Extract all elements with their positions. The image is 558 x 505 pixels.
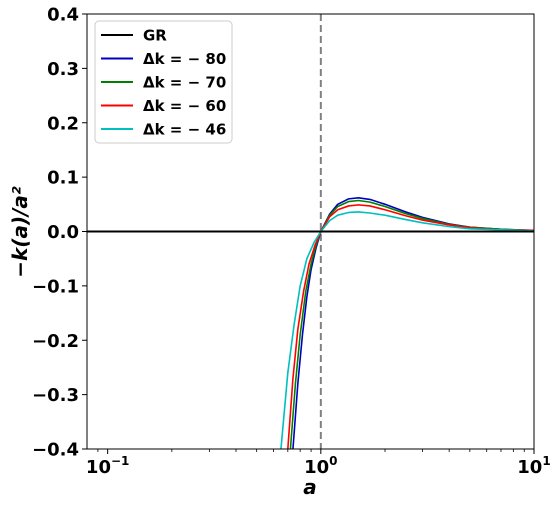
x-axis-label: a xyxy=(303,475,317,499)
y-tick-label: −0.1 xyxy=(32,276,79,297)
legend-box xyxy=(94,20,233,144)
series-layer xyxy=(87,196,534,449)
y-tick-label: −0.2 xyxy=(32,331,79,352)
y-tick-label: −0.4 xyxy=(32,440,79,461)
y-tick-label: 0.1 xyxy=(47,168,79,189)
ticks-layer: 0.40.30.20.10.0−0.1−0.2−0.3−0.410−1 100 10… xyxy=(32,5,551,479)
x-tick-label: 101 xyxy=(517,454,550,478)
legend-label-0: GR xyxy=(143,27,167,45)
y-tick-label: 0.3 xyxy=(47,59,79,80)
y-tick-label: 0.4 xyxy=(47,5,79,26)
legend-label-2: Δk = − 70 xyxy=(143,74,226,92)
x-tick-label: 10−1 xyxy=(86,454,129,478)
legend: GR Δk = − 80 Δk = − 70 Δk = − 60 Δk = − 46 xyxy=(94,20,233,144)
y-tick-label: 0.0 xyxy=(47,222,79,243)
y-tick-label: −0.3 xyxy=(32,385,79,406)
series-line-4 xyxy=(280,211,534,449)
y-axis-label: −k(a)/a² xyxy=(8,186,32,278)
legend-label-1: Δk = − 80 xyxy=(143,50,226,68)
y-tick-label: 0.2 xyxy=(47,113,79,134)
legend-label-3: Δk = − 60 xyxy=(143,97,226,115)
legend-label-4: Δk = − 46 xyxy=(143,121,226,139)
series-line-3 xyxy=(287,204,534,449)
